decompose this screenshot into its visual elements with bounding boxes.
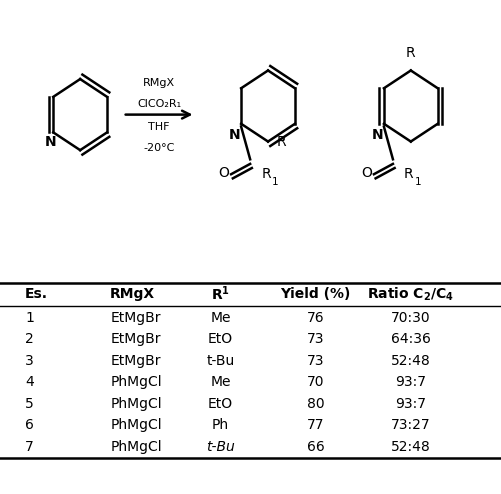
Text: 1: 1 — [272, 177, 279, 187]
Text: $\mathbf{R^{1}}$: $\mathbf{R^{1}}$ — [211, 285, 230, 303]
Text: 76: 76 — [307, 311, 325, 325]
Text: 70: 70 — [307, 375, 324, 389]
Text: Yield (%): Yield (%) — [281, 287, 351, 301]
Text: R: R — [261, 167, 271, 181]
Text: 5: 5 — [25, 397, 34, 411]
Text: PhMgCl: PhMgCl — [110, 418, 162, 432]
Text: O: O — [361, 166, 372, 180]
Text: 6: 6 — [25, 418, 34, 432]
Text: ClCO₂R₁: ClCO₂R₁ — [137, 99, 181, 109]
Text: EtMgBr: EtMgBr — [110, 354, 161, 368]
Text: 93:7: 93:7 — [395, 375, 426, 389]
Text: t-Bu: t-Bu — [206, 440, 235, 453]
Text: O: O — [218, 166, 229, 180]
Text: N: N — [228, 128, 240, 142]
Text: 80: 80 — [307, 397, 325, 411]
Text: N: N — [371, 128, 383, 142]
Text: 52:48: 52:48 — [391, 354, 431, 368]
Text: 64:36: 64:36 — [391, 332, 431, 346]
Text: Ratio $\mathbf{C_2/C_4}$: Ratio $\mathbf{C_2/C_4}$ — [367, 285, 454, 303]
Text: 3: 3 — [25, 354, 34, 368]
Text: 7: 7 — [25, 440, 34, 453]
Text: EtO: EtO — [208, 397, 233, 411]
Text: THF: THF — [148, 122, 170, 132]
Text: 73:27: 73:27 — [391, 418, 431, 432]
Text: 73: 73 — [307, 354, 324, 368]
Text: -20°C: -20°C — [143, 143, 175, 153]
Text: PhMgCl: PhMgCl — [110, 375, 162, 389]
Text: EtO: EtO — [208, 332, 233, 346]
Text: R: R — [404, 167, 414, 181]
Text: 70:30: 70:30 — [391, 311, 431, 325]
Text: PhMgCl: PhMgCl — [110, 440, 162, 453]
Text: RMgX: RMgX — [110, 287, 155, 301]
Text: N: N — [45, 135, 57, 149]
Text: Me: Me — [210, 375, 230, 389]
Text: 4: 4 — [25, 375, 34, 389]
Text: 52:48: 52:48 — [391, 440, 431, 453]
Text: Me: Me — [210, 311, 230, 325]
Text: 73: 73 — [307, 332, 324, 346]
Text: Ph: Ph — [212, 418, 229, 432]
Text: 66: 66 — [307, 440, 325, 453]
Text: 2: 2 — [25, 332, 34, 346]
Text: EtMgBr: EtMgBr — [110, 311, 161, 325]
Text: 77: 77 — [307, 418, 324, 432]
Text: R: R — [277, 134, 287, 149]
Text: 93:7: 93:7 — [395, 397, 426, 411]
Text: EtMgBr: EtMgBr — [110, 332, 161, 346]
Text: Es.: Es. — [25, 287, 48, 301]
Text: R: R — [406, 46, 416, 60]
Text: PhMgCl: PhMgCl — [110, 397, 162, 411]
Text: RMgX: RMgX — [143, 78, 175, 88]
Text: t-Bu: t-Bu — [206, 354, 234, 368]
Text: 1: 1 — [414, 177, 421, 187]
Text: 1: 1 — [25, 311, 34, 325]
